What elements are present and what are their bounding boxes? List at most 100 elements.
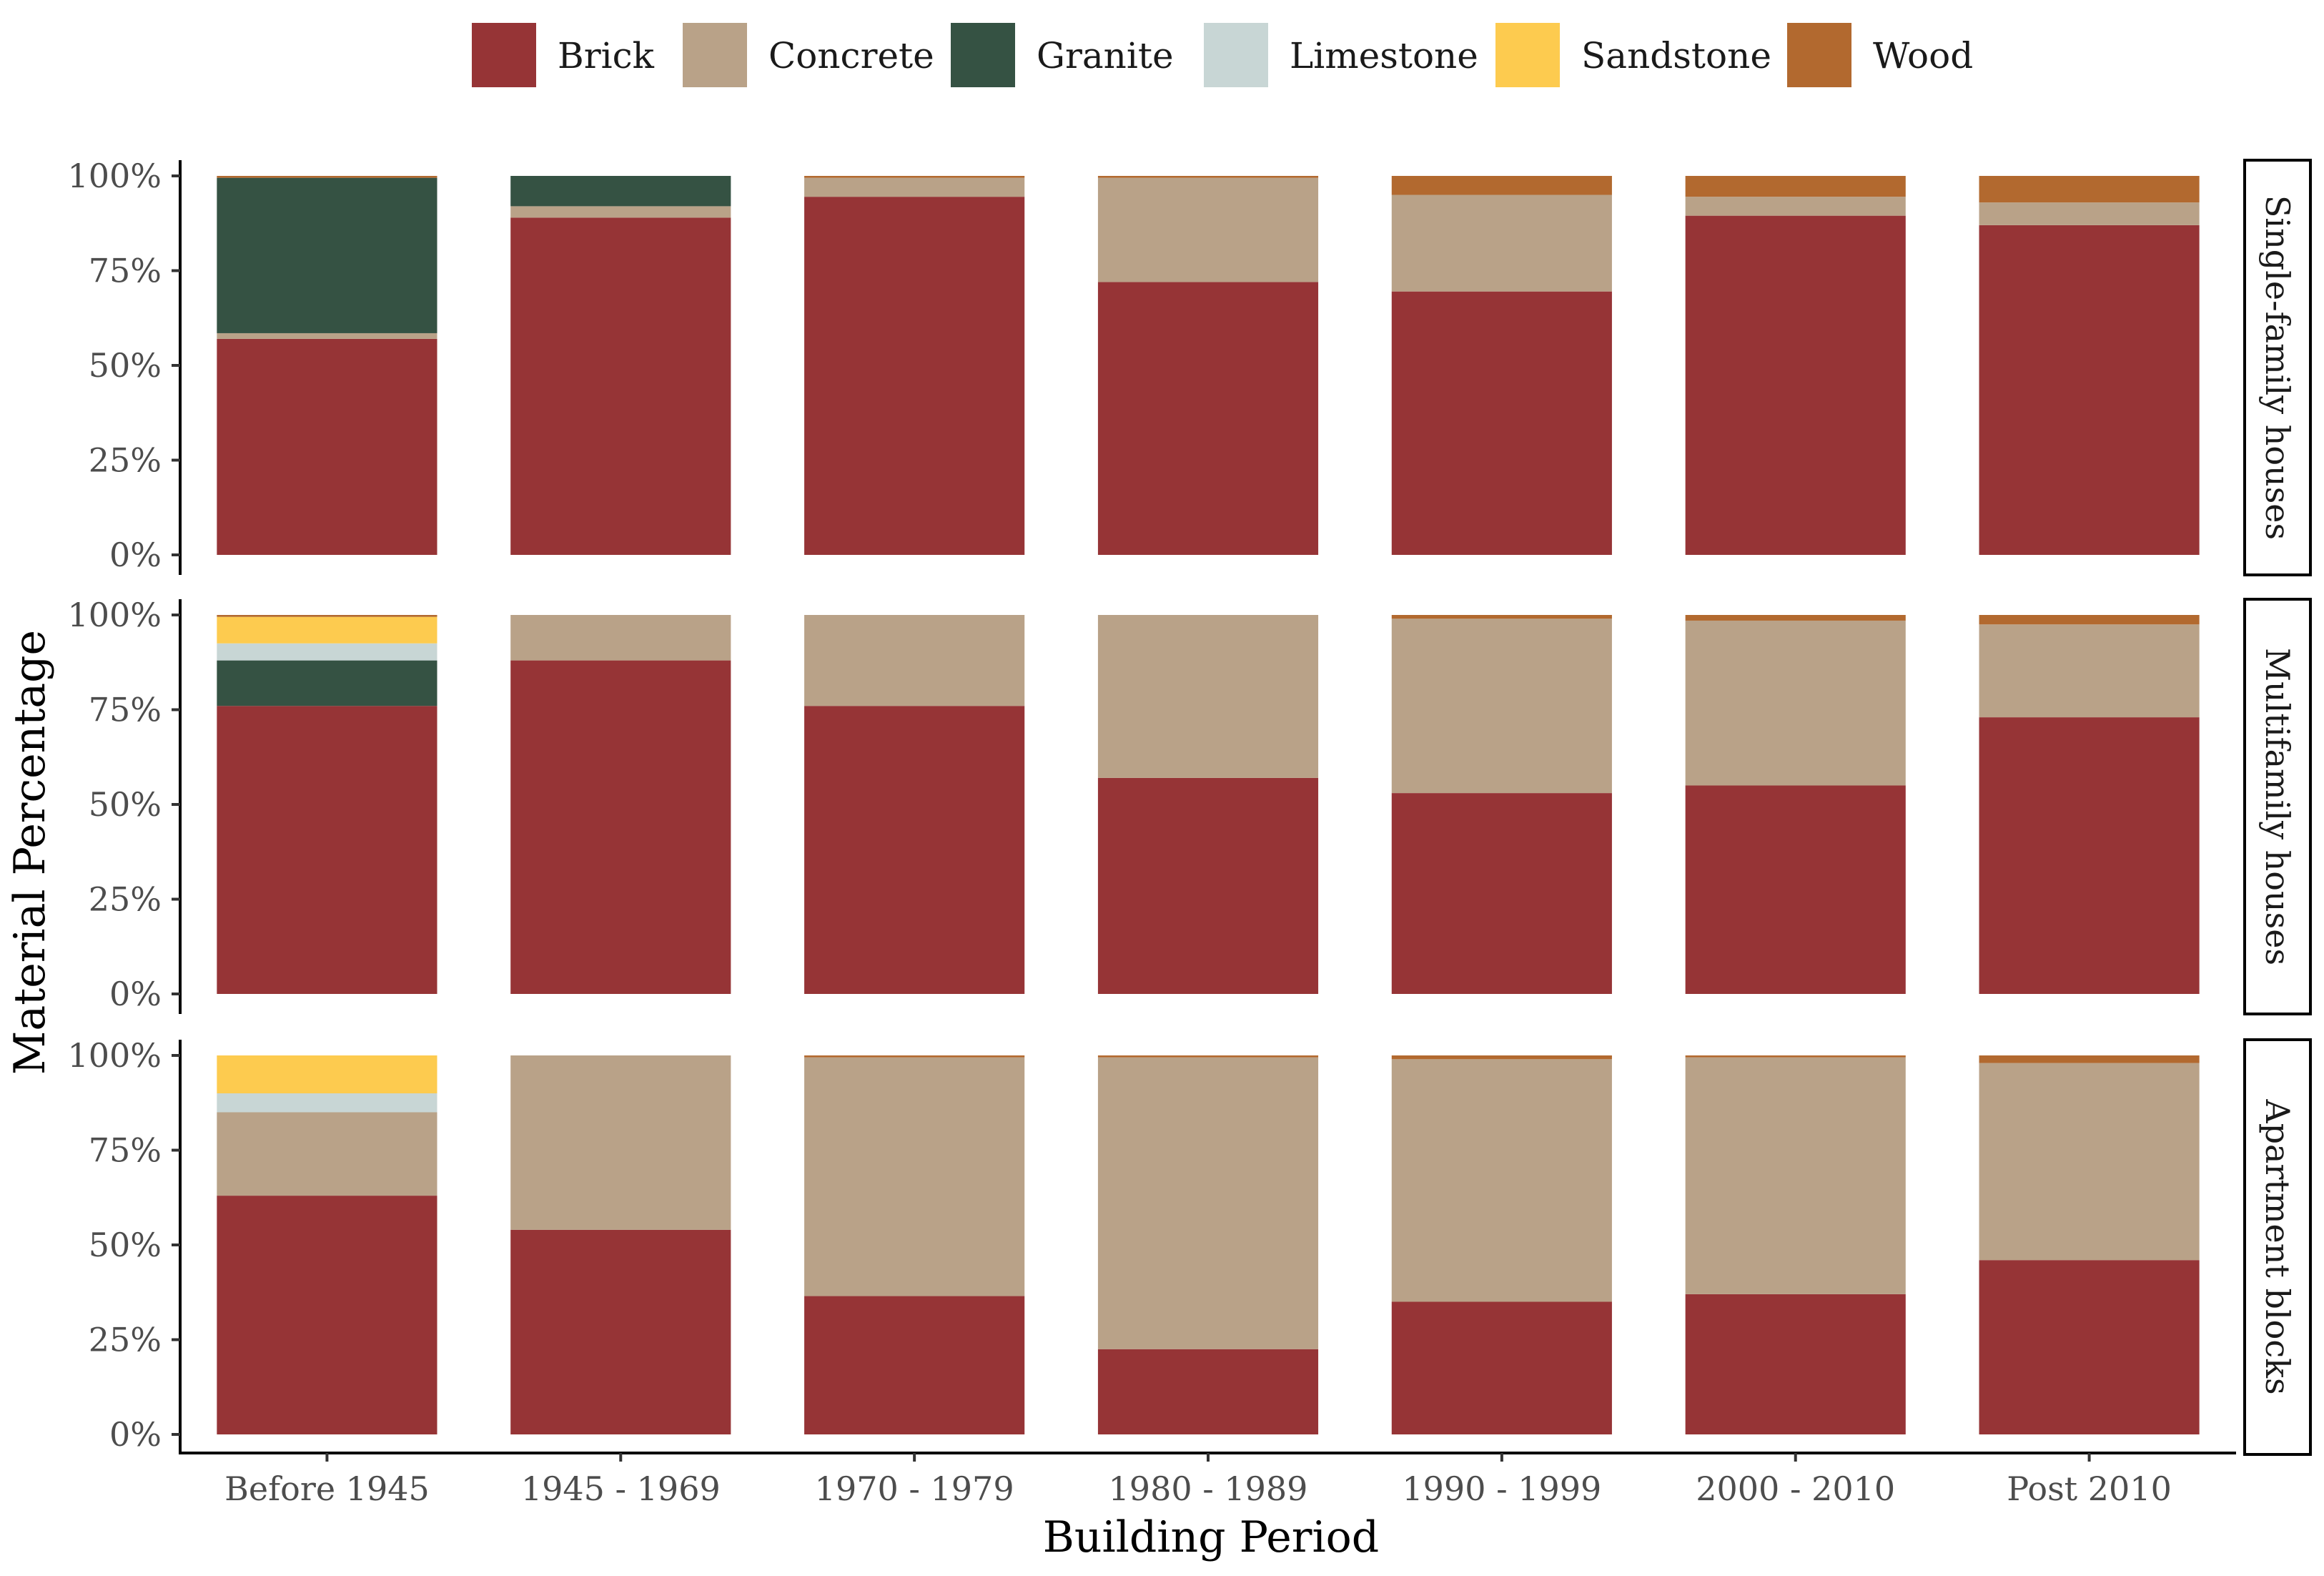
legend: Brick Concrete Granite Limestone Sandstone Wo… [472,23,1973,87]
y-tick-label: 75% [89,691,162,729]
bar-multifamily-houses-1990-1999-wood [1391,615,1612,619]
x-tick-label-post-2010: Post 2010 [2007,1469,2172,1508]
bar-multifamily-houses-1945-1969-brick [510,660,731,994]
bar-apartment-blocks-1945-1969-concrete [510,1055,731,1230]
bar-multifamily-houses-1945-1969-concrete [510,615,731,661]
bar-single-family-houses-1990-1999-wood [1391,176,1612,195]
bar-apartment-blocks-post-2010-concrete [1979,1063,2200,1261]
facet-strip [2243,598,2312,1015]
facet-strip-label: Apartment blocks [2258,1098,2297,1394]
bar-single-family-houses-before-1945-concrete [217,333,437,339]
bar-single-family-houses-before-1945-wood [217,176,437,178]
bar-apartment-blocks-before-1945-brick [217,1196,437,1434]
bar-multifamily-houses-1970-1979-concrete [804,615,1025,706]
bar-apartment-blocks-1980-1989-brick [1097,1349,1319,1434]
x-tick-label-1980-1989: 1980 - 1989 [1109,1469,1308,1508]
bar-single-family-houses-1970-1979-brick [804,197,1025,555]
legend-label-wood: Wood [1873,35,1973,77]
bar-apartment-blocks-2000-2010-wood [1685,1055,1906,1058]
y-tick-label: 100% [67,157,162,195]
bar-apartment-blocks-1945-1969-brick [510,1229,731,1434]
x-axis: Before 1945 1945 - 1969 1970 - 1979 1980 - … [180,1452,2236,1508]
x-tick-label-1945-1969: 1945 - 1969 [521,1469,721,1508]
bar-single-family-houses-post-2010-brick [1979,225,2200,555]
bar-single-family-houses-1945-1969-granite [510,176,731,207]
legend-item-concrete: Concrete [683,23,934,87]
legend-item-brick: Brick [472,23,655,87]
bar-apartment-blocks-1980-1989-concrete [1097,1057,1319,1349]
bar-single-family-houses-2000-2010-wood [1685,176,1906,197]
y-tick-label: 25% [89,1321,162,1359]
y-axis-title: Material Percentage [5,630,55,1075]
bar-single-family-houses-1980-1989-wood [1097,176,1319,178]
y-tick-label: 25% [89,880,162,919]
y-tick-label: 25% [89,441,162,480]
y-tick-label: 0% [109,536,162,574]
facet-strip-label: Single-family houses [2258,195,2297,540]
bar-single-family-houses-1990-1999-brick [1391,291,1612,555]
bar-multifamily-houses-1980-1989-brick [1097,777,1319,994]
bar-single-family-houses-before-1945-granite [217,177,437,333]
bar-multifamily-houses-post-2010-wood [1979,615,2200,625]
bar-single-family-houses-1980-1989-brick [1097,282,1319,555]
bar-apartment-blocks-1970-1979-wood [804,1055,1025,1058]
bar-single-family-houses-1970-1979-wood [804,176,1025,178]
y-tick-label: 50% [89,346,162,385]
bar-multifamily-houses-post-2010-concrete [1979,624,2200,718]
bar-apartment-blocks-1980-1989-wood [1097,1055,1319,1058]
bar-multifamily-houses-1990-1999-brick [1391,793,1612,994]
y-tick-label: 100% [67,1036,162,1075]
bar-single-family-houses-1970-1979-concrete [804,177,1025,197]
bar-multifamily-houses-before-1945-sandstone [217,616,437,644]
bar-multifamily-houses-2000-2010-wood [1685,615,1906,621]
bar-single-family-houses-1980-1989-concrete [1097,177,1319,282]
y-tick-label: 100% [67,596,162,634]
bar-apartment-blocks-1990-1999-brick [1391,1301,1612,1434]
x-tick-label-1970-1979: 1970 - 1979 [815,1469,1014,1508]
bar-apartment-blocks-before-1945-concrete [217,1112,437,1196]
legend-swatch-limestone [1204,23,1268,87]
bar-apartment-blocks-before-1945-sandstone [217,1055,437,1093]
bar-multifamily-houses-post-2010-brick [1979,717,2200,994]
bar-multifamily-houses-before-1945-limestone [217,643,437,661]
bar-apartment-blocks-2000-2010-brick [1685,1294,1906,1434]
bar-single-family-houses-2000-2010-concrete [1685,197,1906,216]
legend-label-granite: Granite [1037,35,1174,77]
bar-single-family-houses-post-2010-wood [1979,176,2200,203]
y-tick-label: 75% [89,1131,162,1170]
bar-apartment-blocks-before-1945-limestone [217,1093,437,1113]
legend-swatch-wood [1787,23,1851,87]
panel-single-family-houses: 0% 25% 50% 75% 100% Single-family houses [67,157,2312,576]
legend-item-limestone: Limestone [1204,23,1478,87]
y-tick-label: 75% [89,252,162,290]
bar-apartment-blocks-post-2010-wood [1979,1055,2200,1063]
bar-multifamily-houses-2000-2010-brick [1685,785,1906,994]
y-tick-label: 50% [89,785,162,824]
bar-multifamily-houses-before-1945-wood [217,615,437,617]
bar-multifamily-houses-2000-2010-concrete [1685,620,1906,786]
legend-swatch-brick [472,23,536,87]
facet-strip-label: Multifamily houses [2258,648,2297,965]
bar-single-family-houses-1990-1999-concrete [1391,194,1612,292]
bar-apartment-blocks-1990-1999-concrete [1391,1059,1612,1302]
bar-multifamily-houses-1990-1999-concrete [1391,619,1612,794]
legend-item-sandstone: Sandstone [1495,23,1771,87]
bar-apartment-blocks-1990-1999-wood [1391,1055,1612,1060]
bar-multifamily-houses-before-1945-brick [217,706,437,994]
x-axis-title: Building Period [1043,1512,1379,1562]
bar-multifamily-houses-1970-1979-brick [804,706,1025,994]
panel-apartment-blocks: 0% 25% 50% 75% 100% Apartment blocks [67,1036,2312,1456]
bar-apartment-blocks-2000-2010-concrete [1685,1057,1906,1294]
bar-single-family-houses-post-2010-concrete [1979,202,2200,225]
bar-multifamily-houses-1980-1989-concrete [1097,615,1319,778]
legend-swatch-granite [951,23,1015,87]
bar-single-family-houses-1945-1969-concrete [510,206,731,218]
y-tick-label: 0% [109,975,162,1013]
panels: 0% 25% 50% 75% 100% Single-family houses 0% 25%… [67,157,2312,1456]
x-tick-label-2000-2010: 2000 - 2010 [1696,1469,1895,1508]
panel-multifamily-houses: 0% 25% 50% 75% 100% Multifamily houses [67,596,2312,1015]
x-tick-label-1990-1999: 1990 - 1999 [1402,1469,1601,1508]
legend-label-concrete: Concrete [768,35,934,77]
bar-apartment-blocks-1970-1979-concrete [804,1057,1025,1296]
bar-apartment-blocks-post-2010-brick [1979,1260,2200,1434]
